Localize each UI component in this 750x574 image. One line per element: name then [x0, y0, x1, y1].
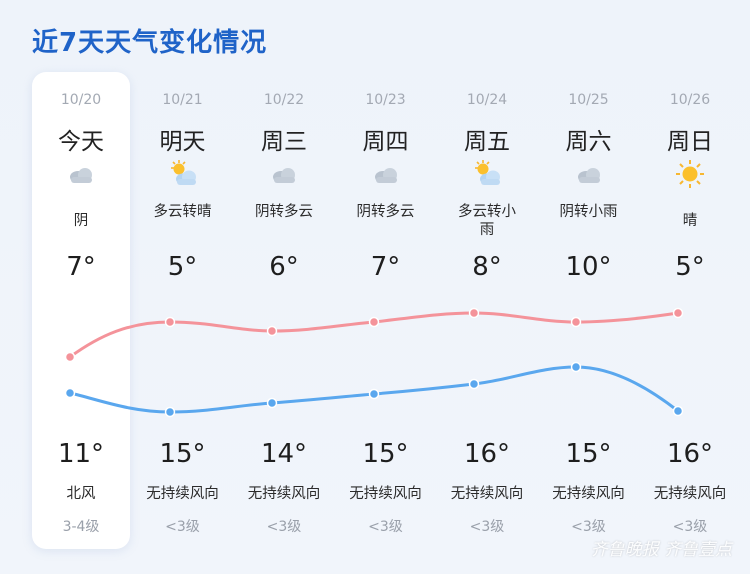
day-column: 10/23 周四阴转多云 7° 15° 无持续风向 <3级: [337, 72, 435, 549]
day-label: 今天: [58, 129, 104, 155]
cloud-icon: [65, 158, 97, 190]
wind-direction: 无持续风向: [653, 486, 727, 502]
wind-level: <3级: [571, 519, 606, 535]
top-temperature: 8°: [472, 252, 502, 282]
day-date: 10/21: [162, 92, 203, 108]
day-column: 10/26 周日晴 5° 16° 无持续风向 <3级: [641, 72, 739, 549]
wind-level: <3级: [165, 519, 200, 535]
bottom-temperature: 15°: [159, 439, 206, 469]
day-column: 10/22 周三阴转多云 6° 14° 无持续风向 <3级: [235, 72, 333, 549]
day-date: 10/23: [365, 92, 406, 108]
day-label: 明天: [159, 129, 206, 155]
wind-level: <3级: [469, 519, 505, 535]
day-column: 10/20 今天阴 7° 11° 北风 3-4级: [32, 72, 130, 549]
page-title: 近7天天气变化情况: [32, 28, 268, 58]
bottom-temperature: 14°: [260, 439, 308, 469]
bottom-temperature: 11°: [57, 439, 105, 469]
sun-cloud-icon: [471, 158, 503, 190]
day-date: 10/26: [669, 92, 711, 108]
today-highlight-card: [32, 72, 130, 549]
wind-direction: 无持续风向: [552, 486, 625, 502]
sun-cloud-icon: [167, 158, 199, 190]
wind-level: <3级: [672, 519, 708, 535]
weather-condition: 阴转小雨: [559, 204, 618, 220]
day-column: 10/25 周六阴转小雨 10° 15° 无持续风向 <3级: [540, 72, 638, 549]
day-label: 周四: [362, 129, 409, 155]
cloud-icon: [268, 158, 300, 190]
wind-direction: 无持续风向: [247, 486, 321, 502]
top-temperature: 7°: [66, 252, 96, 282]
top-temperature: 5°: [675, 252, 705, 282]
day-date: 10/20: [60, 92, 102, 108]
wind-direction: 无持续风向: [450, 486, 524, 502]
day-label: 周日: [667, 129, 713, 155]
bottom-temperature: 16°: [666, 439, 714, 469]
weather-condition: 多云转小雨: [458, 204, 516, 238]
day-column: 10/24 周五多云转小雨 8° 16° 无持续风向 <3级: [438, 72, 536, 549]
cloud-icon: [370, 158, 402, 190]
day-date: 10/25: [568, 92, 609, 108]
weather-condition: 阴: [73, 213, 89, 229]
day-label: 周六: [565, 129, 612, 155]
top-temperature: 7°: [370, 252, 401, 282]
sun-icon: [674, 158, 706, 190]
day-label: 周五: [464, 129, 510, 155]
wind-level: <3级: [266, 519, 302, 535]
day-date: 10/22: [263, 92, 305, 108]
weather-condition: 多云转晴: [153, 204, 212, 220]
weather-condition: 晴: [682, 213, 698, 229]
cloud-icon: [573, 158, 605, 190]
weather-condition: 阴转多云: [255, 204, 313, 220]
bottom-temperature: 15°: [565, 439, 612, 469]
wind-level: <3级: [368, 519, 403, 535]
wind-direction: 无持续风向: [349, 486, 422, 502]
bottom-temperature: 15°: [362, 439, 409, 469]
day-date: 10/24: [466, 92, 508, 108]
top-temperature: 10°: [565, 252, 612, 282]
watermark-logo: 齐鲁晚报 齐鲁壹点: [590, 540, 732, 560]
weather-condition: 阴转多云: [356, 204, 415, 220]
wind-level: 3-4级: [62, 519, 100, 535]
wind-direction: 北风: [66, 486, 96, 502]
top-temperature: 6°: [269, 252, 299, 282]
wind-direction: 无持续风向: [146, 486, 219, 502]
top-temperature: 5°: [167, 252, 198, 282]
day-column: 10/21 明天多云转晴 5° 15° 无持续风向 <3级: [134, 72, 232, 549]
day-label: 周三: [261, 129, 307, 155]
bottom-temperature: 16°: [463, 439, 511, 469]
